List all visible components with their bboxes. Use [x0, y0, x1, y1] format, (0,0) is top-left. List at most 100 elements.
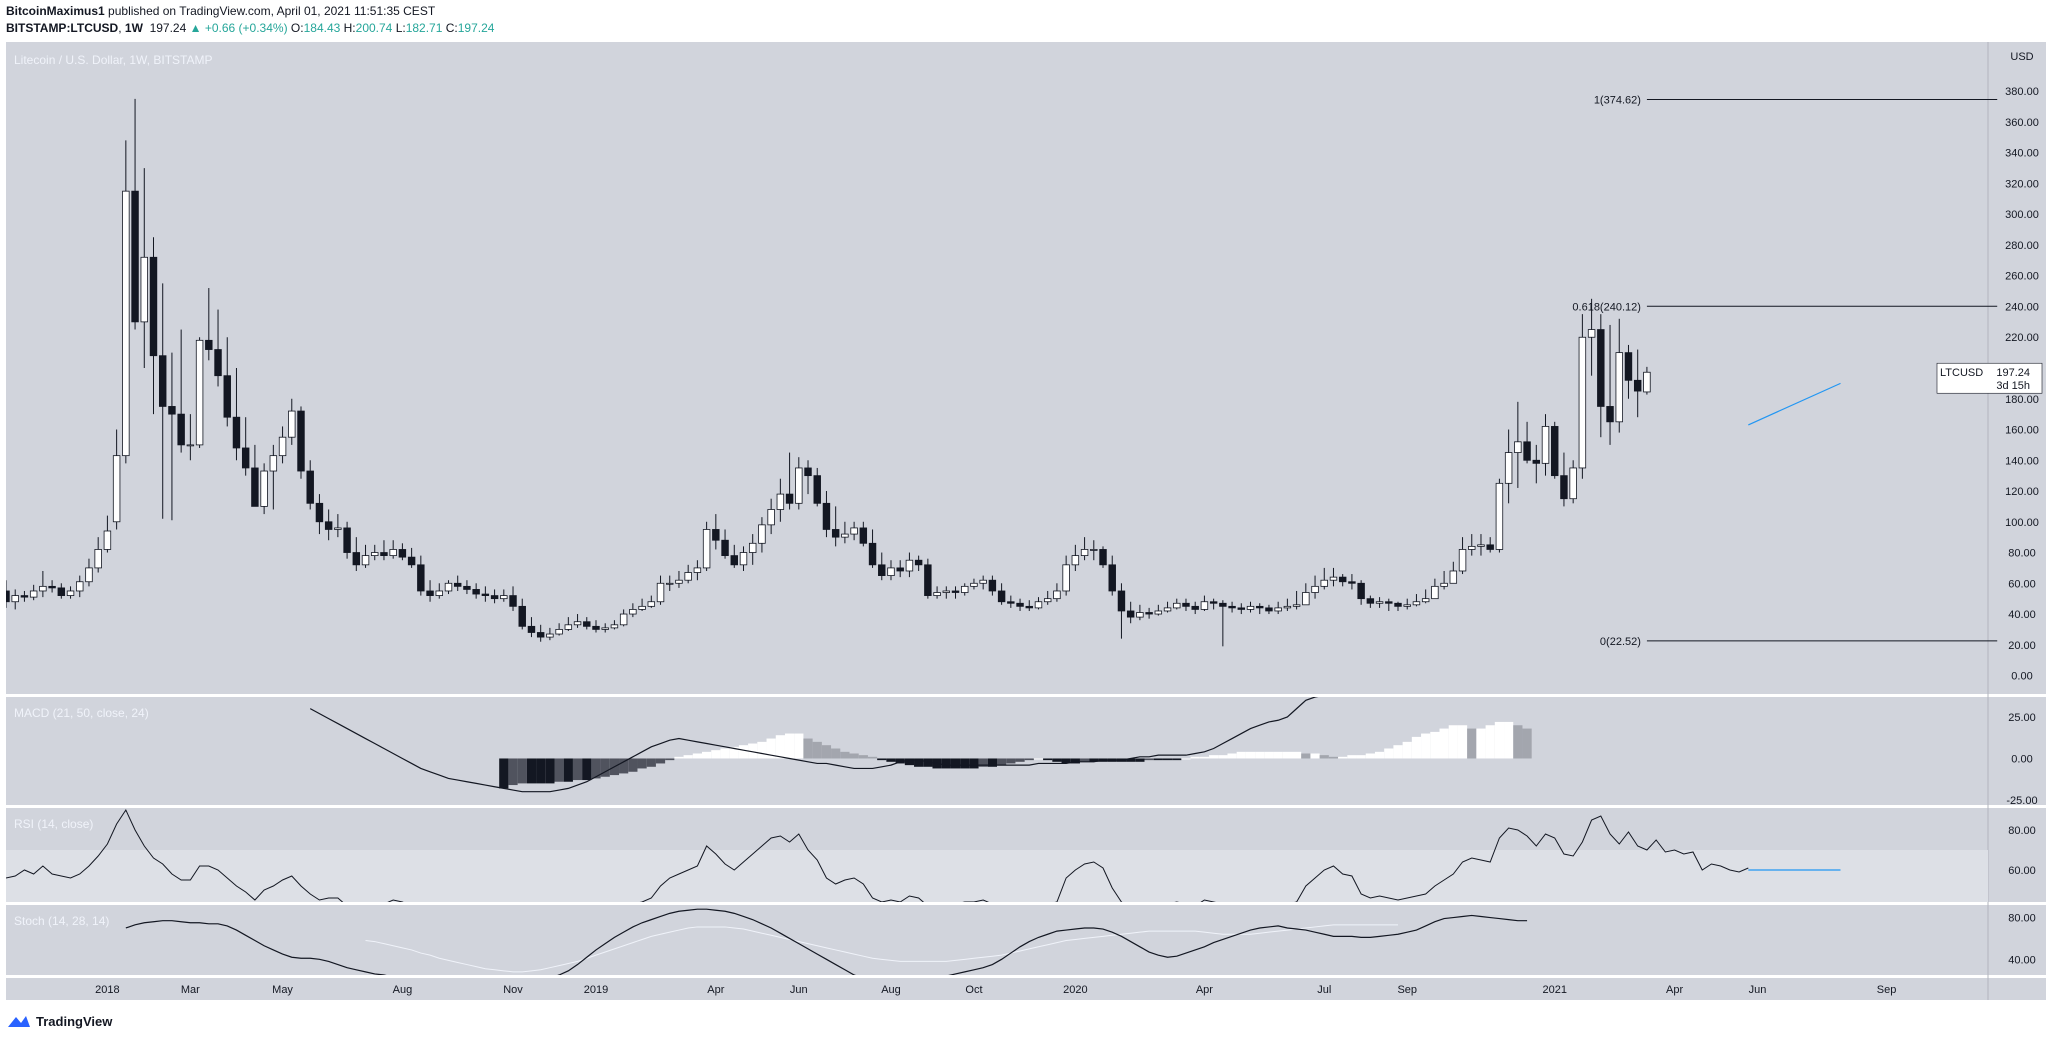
candle	[122, 140, 130, 464]
candle	[417, 555, 425, 596]
candle-body-up	[334, 527, 342, 530]
candle-body-up	[361, 555, 370, 566]
author-name[interactable]: BitcoinMaximus1	[6, 4, 105, 18]
candle-body-down	[168, 406, 176, 415]
candle	[1053, 583, 1061, 602]
candle-body-down	[251, 467, 259, 507]
candle	[1154, 604, 1163, 616]
candle	[48, 580, 56, 593]
candle	[140, 168, 148, 368]
candle-body-up	[961, 585, 969, 593]
candle-body-down	[232, 416, 241, 449]
macd-histogram-bar	[1079, 758, 1090, 762]
time-tick-label: Jul	[1317, 984, 1331, 996]
candle	[1412, 594, 1421, 607]
macd-histogram-bar	[554, 758, 564, 782]
candle	[463, 580, 471, 595]
price-tick-label: 100.00	[2005, 517, 2039, 529]
candle	[500, 589, 508, 602]
time-tick-label: Aug	[881, 984, 901, 996]
macd-histogram-bar	[545, 758, 555, 784]
macd-histogram-bar	[572, 758, 583, 781]
macd-histogram-bar	[692, 753, 703, 759]
macd-histogram-bar	[997, 758, 1007, 766]
candle	[1532, 444, 1541, 484]
macd-histogram-bar	[1255, 751, 1265, 759]
candle-body-up	[371, 552, 379, 557]
candle	[76, 575, 84, 598]
candle-body-down	[1633, 379, 1642, 392]
candle-body-down	[1007, 601, 1015, 604]
candle	[767, 498, 775, 535]
candle	[942, 586, 951, 599]
candle	[1246, 601, 1255, 613]
macd-histogram-bar	[1135, 758, 1145, 762]
candle	[1587, 298, 1596, 376]
candle-body-up	[1311, 585, 1319, 593]
time-tick-label: 2020	[1063, 984, 1087, 996]
candle-body-up	[122, 190, 130, 457]
price-tick-label: 340.00	[2005, 148, 2039, 160]
candle	[610, 620, 619, 630]
candle	[1311, 575, 1319, 599]
candle-body-up	[629, 609, 637, 615]
candle	[324, 509, 333, 541]
candle-body-down	[997, 590, 1006, 603]
macd-histogram-bar	[600, 758, 610, 777]
candle	[822, 491, 831, 538]
candle-body-up	[666, 582, 674, 585]
candle-body-down	[1366, 598, 1375, 604]
candle	[1256, 603, 1264, 615]
macd-histogram-bar	[619, 758, 629, 774]
candle	[1007, 595, 1015, 608]
candle-body-up	[1062, 564, 1070, 592]
price-tick-label: 260.00	[2005, 271, 2039, 283]
macd-histogram-bar	[1144, 758, 1154, 761]
rsi-tick-label: 80.00	[2008, 825, 2036, 837]
candle	[859, 521, 868, 547]
candle-body-up	[500, 595, 508, 600]
candle-body-down	[417, 564, 425, 592]
candle-body-up	[693, 567, 702, 573]
candle	[1283, 598, 1292, 611]
price-tick-label: 240.00	[2005, 301, 2039, 313]
candle	[546, 627, 554, 641]
candle-body-up	[1541, 426, 1550, 464]
candle	[601, 623, 609, 633]
price-tick-label: 60.00	[2008, 578, 2036, 590]
tradingview-brand[interactable]: TradingView	[6, 1013, 112, 1029]
macd-histogram-bar	[1485, 725, 1495, 759]
macd-histogram-bar	[1411, 736, 1422, 759]
price-tick-label: 80.00	[2008, 548, 2036, 560]
candle-body-down	[380, 552, 388, 557]
macd-histogram-bar	[969, 758, 979, 769]
close-value: 197.24	[457, 21, 495, 35]
candle	[850, 521, 858, 541]
candle	[1486, 537, 1494, 553]
candle-body-up	[758, 524, 766, 544]
candle-body-down	[1348, 581, 1356, 584]
macd-line	[309, 697, 1319, 793]
price-tick-label: 120.00	[2005, 486, 2039, 498]
macd-histogram-bar	[729, 746, 739, 759]
candle	[629, 603, 637, 618]
candle	[361, 544, 370, 568]
candle	[1016, 598, 1024, 611]
candle-body-up	[1403, 604, 1411, 607]
candle	[112, 429, 121, 530]
candle-body-down	[583, 621, 591, 627]
candle	[435, 583, 443, 599]
macd-histogram-bar	[1291, 751, 1302, 759]
macd-histogram-bar	[1356, 755, 1366, 759]
candle	[444, 580, 453, 595]
price-tick-label: 220.00	[2005, 332, 2039, 344]
candle	[684, 564, 692, 584]
candle-body-up	[39, 585, 47, 592]
candle	[702, 521, 711, 571]
symbol-info-bar: BITSTAMP:LTCUSD, 1W 197.24 ▲ +0.66 (+0.3…	[6, 21, 495, 35]
macd-histogram-bar	[941, 758, 951, 769]
candle	[94, 537, 102, 573]
macd-histogram-bar	[1301, 753, 1311, 759]
